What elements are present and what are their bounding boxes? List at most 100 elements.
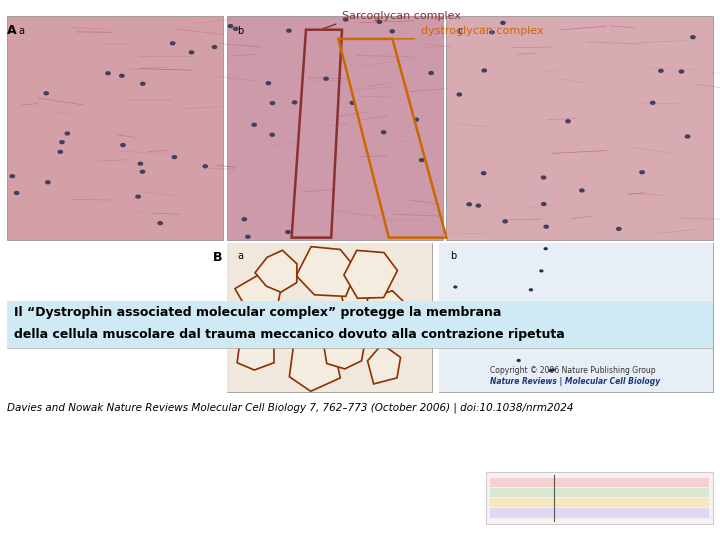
Circle shape bbox=[489, 30, 495, 35]
Circle shape bbox=[541, 202, 546, 206]
Polygon shape bbox=[296, 247, 357, 296]
Circle shape bbox=[171, 155, 177, 159]
Circle shape bbox=[269, 101, 275, 105]
Circle shape bbox=[377, 20, 382, 24]
Circle shape bbox=[560, 304, 564, 307]
Circle shape bbox=[579, 188, 585, 193]
Circle shape bbox=[45, 180, 50, 185]
Bar bbox=[439, 243, 713, 392]
Bar bbox=[227, 16, 443, 240]
Circle shape bbox=[475, 204, 481, 208]
Circle shape bbox=[170, 41, 176, 45]
Circle shape bbox=[539, 269, 544, 273]
Text: b: b bbox=[238, 26, 244, 36]
Text: Sarcoglycan complex: Sarcoglycan complex bbox=[342, 10, 461, 21]
Circle shape bbox=[486, 313, 490, 316]
Circle shape bbox=[58, 150, 63, 154]
Text: Copyright © 2006 Nature Publishing Group: Copyright © 2006 Nature Publishing Group bbox=[490, 366, 655, 375]
Circle shape bbox=[285, 230, 291, 234]
Circle shape bbox=[212, 45, 217, 49]
Circle shape bbox=[481, 171, 487, 176]
Text: A: A bbox=[7, 24, 17, 37]
Text: a: a bbox=[238, 251, 243, 261]
Text: c: c bbox=[457, 26, 462, 36]
Circle shape bbox=[43, 91, 49, 96]
Circle shape bbox=[569, 313, 573, 316]
Circle shape bbox=[551, 368, 555, 372]
Polygon shape bbox=[341, 276, 388, 316]
Bar bbox=[227, 243, 432, 392]
Circle shape bbox=[157, 221, 163, 225]
Circle shape bbox=[245, 234, 251, 239]
Circle shape bbox=[544, 225, 549, 229]
Bar bbox=[7, 16, 223, 240]
Circle shape bbox=[105, 71, 111, 76]
Circle shape bbox=[528, 288, 533, 292]
Circle shape bbox=[233, 26, 238, 31]
Bar bbox=[439, 243, 713, 392]
Polygon shape bbox=[324, 330, 365, 369]
Text: b: b bbox=[450, 251, 456, 261]
Polygon shape bbox=[235, 274, 282, 318]
Circle shape bbox=[323, 77, 329, 81]
Bar bbox=[490, 477, 709, 487]
Circle shape bbox=[59, 140, 65, 144]
Circle shape bbox=[120, 143, 126, 147]
Circle shape bbox=[482, 68, 487, 72]
Circle shape bbox=[639, 170, 645, 174]
Circle shape bbox=[390, 29, 395, 33]
Circle shape bbox=[650, 100, 656, 105]
Circle shape bbox=[413, 117, 419, 122]
Circle shape bbox=[140, 82, 145, 86]
Circle shape bbox=[565, 119, 571, 124]
Bar bbox=[490, 509, 709, 518]
Circle shape bbox=[14, 191, 19, 195]
Circle shape bbox=[549, 369, 553, 372]
Circle shape bbox=[140, 170, 145, 174]
Text: a: a bbox=[18, 26, 24, 36]
Circle shape bbox=[189, 50, 194, 55]
Circle shape bbox=[541, 176, 546, 180]
Circle shape bbox=[343, 17, 348, 22]
Polygon shape bbox=[367, 291, 411, 333]
Circle shape bbox=[678, 69, 684, 73]
Polygon shape bbox=[255, 251, 297, 292]
Circle shape bbox=[228, 24, 233, 28]
Text: Nature Reviews | Molecular Cell Biology: Nature Reviews | Molecular Cell Biology bbox=[490, 377, 660, 387]
Circle shape bbox=[266, 81, 271, 85]
Circle shape bbox=[670, 305, 674, 308]
Circle shape bbox=[119, 73, 125, 78]
Polygon shape bbox=[344, 251, 397, 298]
Circle shape bbox=[453, 285, 457, 288]
Circle shape bbox=[428, 71, 434, 75]
Circle shape bbox=[577, 307, 582, 310]
Polygon shape bbox=[289, 342, 341, 392]
Circle shape bbox=[251, 123, 257, 127]
Text: Il “Dystrophin associated molecular complex” protegge la membrana: Il “Dystrophin associated molecular comp… bbox=[14, 306, 502, 319]
Circle shape bbox=[381, 130, 387, 134]
Circle shape bbox=[500, 21, 506, 25]
Polygon shape bbox=[367, 344, 400, 384]
Bar bbox=[490, 498, 709, 508]
Circle shape bbox=[685, 134, 690, 139]
Circle shape bbox=[544, 247, 548, 251]
Circle shape bbox=[616, 227, 621, 231]
Circle shape bbox=[554, 325, 558, 328]
Circle shape bbox=[349, 101, 355, 105]
Bar bbox=[7, 301, 713, 348]
Circle shape bbox=[202, 164, 208, 168]
Circle shape bbox=[588, 334, 593, 337]
Polygon shape bbox=[237, 336, 274, 370]
Polygon shape bbox=[276, 309, 307, 342]
Circle shape bbox=[467, 202, 472, 206]
Circle shape bbox=[622, 324, 626, 327]
Circle shape bbox=[9, 174, 15, 178]
Circle shape bbox=[286, 29, 292, 33]
Circle shape bbox=[269, 133, 275, 137]
Text: Davies and Nowak Nature Reviews Molecular Cell Biology 7, 762–773 (October 2006): Davies and Nowak Nature Reviews Molecula… bbox=[7, 402, 574, 413]
Circle shape bbox=[503, 219, 508, 224]
Bar bbox=[486, 472, 713, 524]
Bar bbox=[446, 16, 713, 240]
Circle shape bbox=[64, 131, 70, 136]
Circle shape bbox=[138, 161, 143, 166]
